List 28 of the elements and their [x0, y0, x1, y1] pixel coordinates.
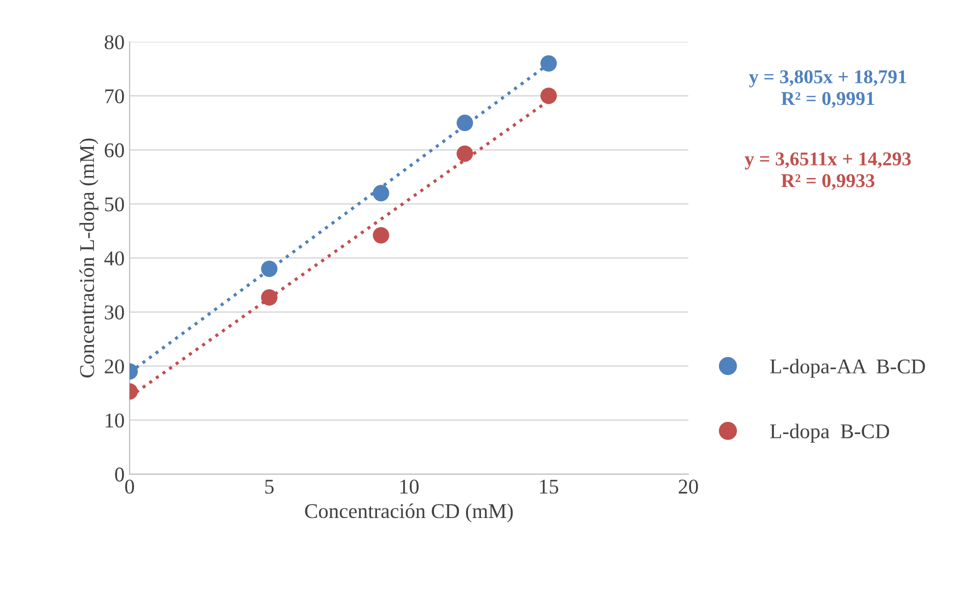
x-tick-label: 5 — [265, 480, 274, 494]
point — [372, 227, 390, 244]
y-tick-label: 60 — [104, 143, 124, 158]
point — [456, 145, 474, 162]
point — [456, 114, 474, 132]
legend-label: L-dopa B-CD — [770, 424, 890, 443]
point — [261, 260, 278, 278]
x-axis-title: Concentración CD (mM) — [305, 503, 513, 522]
point — [540, 55, 557, 72]
text: y = 3,805x + 18,791 R² = 0,9991 — [749, 70, 906, 108]
y-tick-label: 70 — [105, 89, 124, 104]
point — [540, 88, 557, 104]
y-tick-label: 20 — [104, 359, 124, 374]
text: y = 3,6511x + 14,293 R² = 0,9933 — [744, 152, 911, 190]
y-tick-label: 30 — [104, 305, 124, 320]
x-tick-label: 20 — [678, 480, 698, 494]
y-tick-label: 50 — [105, 197, 124, 212]
x-tick-label: 0 — [125, 480, 134, 494]
point — [261, 289, 278, 306]
y-tick-label: 80 — [104, 35, 124, 50]
legend-label: L-dopa-AA B-CD — [770, 358, 925, 378]
x-tick-label: 15 — [540, 480, 558, 494]
point — [372, 184, 390, 202]
y-tick-label: 40 — [104, 251, 124, 266]
y-tick-label: 10 — [106, 413, 124, 428]
y-axis-title: Concentración L-dopa (mM) — [79, 138, 98, 378]
y-tick-label: 0 — [115, 468, 124, 482]
x-tick-label: 10 — [400, 480, 419, 494]
